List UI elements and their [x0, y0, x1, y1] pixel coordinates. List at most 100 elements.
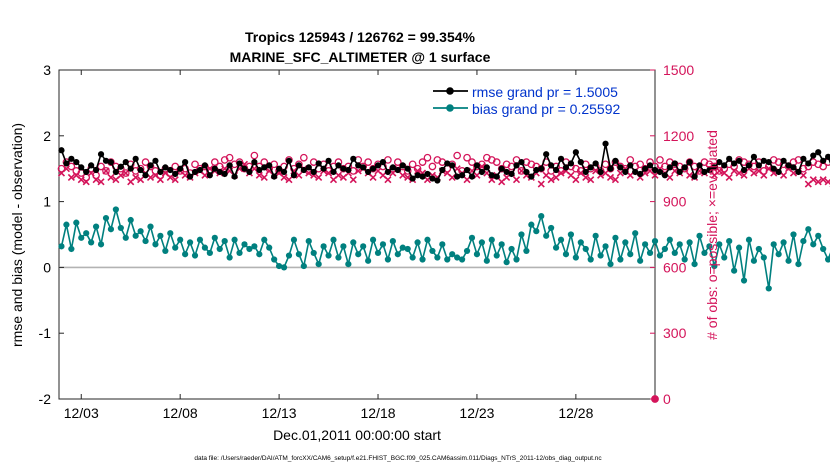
bias-point [523, 247, 530, 255]
bias-point [182, 251, 189, 258]
rmse-point [63, 160, 70, 167]
obs-possible-point [102, 167, 110, 175]
left-tick-label: -1 [39, 325, 52, 341]
rmse-point [191, 168, 199, 176]
rmse-point [285, 157, 293, 164]
bias-point [473, 251, 481, 258]
left-tick-label: 0 [43, 259, 51, 275]
rmse-point [770, 165, 777, 172]
bias-point [241, 241, 248, 248]
obs-possible-point [210, 158, 219, 166]
bias-point [429, 247, 436, 255]
rmse-point [785, 162, 792, 169]
rmse-point [88, 162, 95, 169]
bias-point [384, 256, 392, 263]
bias-point [735, 244, 743, 251]
x-tick-label: 12/08 [163, 405, 198, 421]
bias-point [706, 243, 713, 250]
obs-evaluated-point [295, 171, 303, 179]
bias-point [365, 257, 372, 264]
rmse-point [162, 164, 169, 171]
rmse-point [646, 162, 654, 169]
bias-point [721, 254, 728, 261]
bias-point [102, 214, 110, 222]
series-bias [58, 206, 830, 292]
bias-point [691, 261, 698, 268]
rmse-point [513, 162, 520, 169]
rmse-point [538, 165, 545, 172]
obs-evaluated-point [156, 176, 164, 184]
rmse-point [750, 153, 758, 160]
bias-point [508, 245, 515, 253]
bias-point [404, 245, 411, 253]
bias-point [92, 223, 100, 230]
bias-point [325, 252, 332, 259]
rmse-point [716, 159, 723, 166]
rmse-point [142, 172, 149, 179]
bias-point [379, 241, 387, 248]
bias-point [394, 251, 401, 258]
legend-bias-marker [446, 104, 454, 112]
obs-evaluated-point [67, 173, 75, 182]
obs-possible-point [408, 160, 417, 169]
bias-point [577, 239, 584, 246]
bias-point [696, 232, 703, 239]
obs-possible-point [428, 162, 437, 171]
obs-possible-point [225, 153, 234, 162]
rmse-point [414, 172, 421, 179]
rmse-point [177, 165, 184, 172]
rmse-point [439, 166, 446, 174]
rmse-point [548, 162, 555, 169]
bias-point [726, 237, 733, 245]
rmse-point [755, 162, 762, 169]
legend-bias-label: bias grand pr = 0.25592 [472, 101, 620, 117]
bias-point [63, 221, 70, 228]
bias-point [167, 230, 174, 237]
rmse-point [810, 152, 817, 159]
rmse-point [122, 159, 129, 166]
bias-point [221, 237, 228, 245]
rmse-point [587, 164, 594, 171]
bias-point [271, 256, 278, 263]
bias-point [330, 236, 337, 243]
obs-evaluated-point [102, 167, 110, 175]
right-tick-label: 600 [663, 259, 687, 275]
bias-point [449, 251, 456, 258]
rmse-point [800, 155, 807, 162]
bias-point [686, 239, 693, 246]
bias-point [815, 232, 822, 239]
bias-point [493, 252, 500, 259]
rmse-point [167, 166, 174, 174]
rmse-point [384, 168, 392, 176]
bias-point [83, 230, 90, 237]
rmse-point [444, 160, 451, 167]
obs-evaluated-point [117, 171, 125, 179]
bias-point [360, 243, 367, 250]
rmse-point [711, 164, 718, 171]
obs-evaluated-point [315, 173, 323, 182]
bias-point [117, 224, 124, 232]
rmse-point [523, 168, 530, 176]
bias-point [676, 241, 683, 248]
obs-possible-point [423, 153, 432, 162]
bias-point [434, 254, 441, 261]
bias-point [216, 245, 223, 253]
obs-evaluated-point [171, 176, 179, 184]
rmse-point [607, 165, 614, 172]
obs-evaluated-point [725, 173, 733, 182]
obs-evaluated-point [399, 171, 407, 179]
obs-evaluated-point [201, 171, 209, 179]
bias-point [745, 236, 753, 243]
rmse-point [310, 168, 317, 176]
bias-point [681, 256, 688, 263]
left-tick-label: 2 [43, 128, 51, 144]
bias-point [607, 261, 614, 268]
rmse-point [127, 165, 134, 172]
bias-point [716, 241, 723, 248]
rmse-point [478, 168, 485, 176]
bias-point [617, 256, 624, 263]
obs-possible-point [497, 164, 506, 173]
rmse-point [404, 165, 411, 172]
rmse-point [305, 164, 312, 171]
bias-point [350, 239, 357, 246]
